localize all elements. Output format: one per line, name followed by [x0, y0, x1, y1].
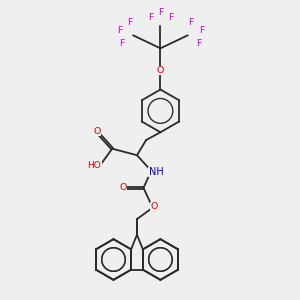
Text: F: F [148, 13, 153, 22]
Text: F: F [168, 13, 173, 22]
Text: O: O [93, 127, 101, 136]
Text: F: F [199, 26, 204, 35]
Text: O: O [150, 202, 158, 211]
Text: O: O [157, 66, 164, 75]
Text: HO: HO [88, 160, 101, 169]
Text: F: F [119, 39, 125, 48]
Text: F: F [127, 18, 133, 27]
Text: F: F [196, 39, 201, 48]
Text: F: F [117, 26, 122, 35]
Text: NH: NH [148, 167, 164, 177]
Text: F: F [158, 8, 163, 17]
Text: F: F [188, 18, 194, 27]
Text: O: O [120, 183, 127, 192]
